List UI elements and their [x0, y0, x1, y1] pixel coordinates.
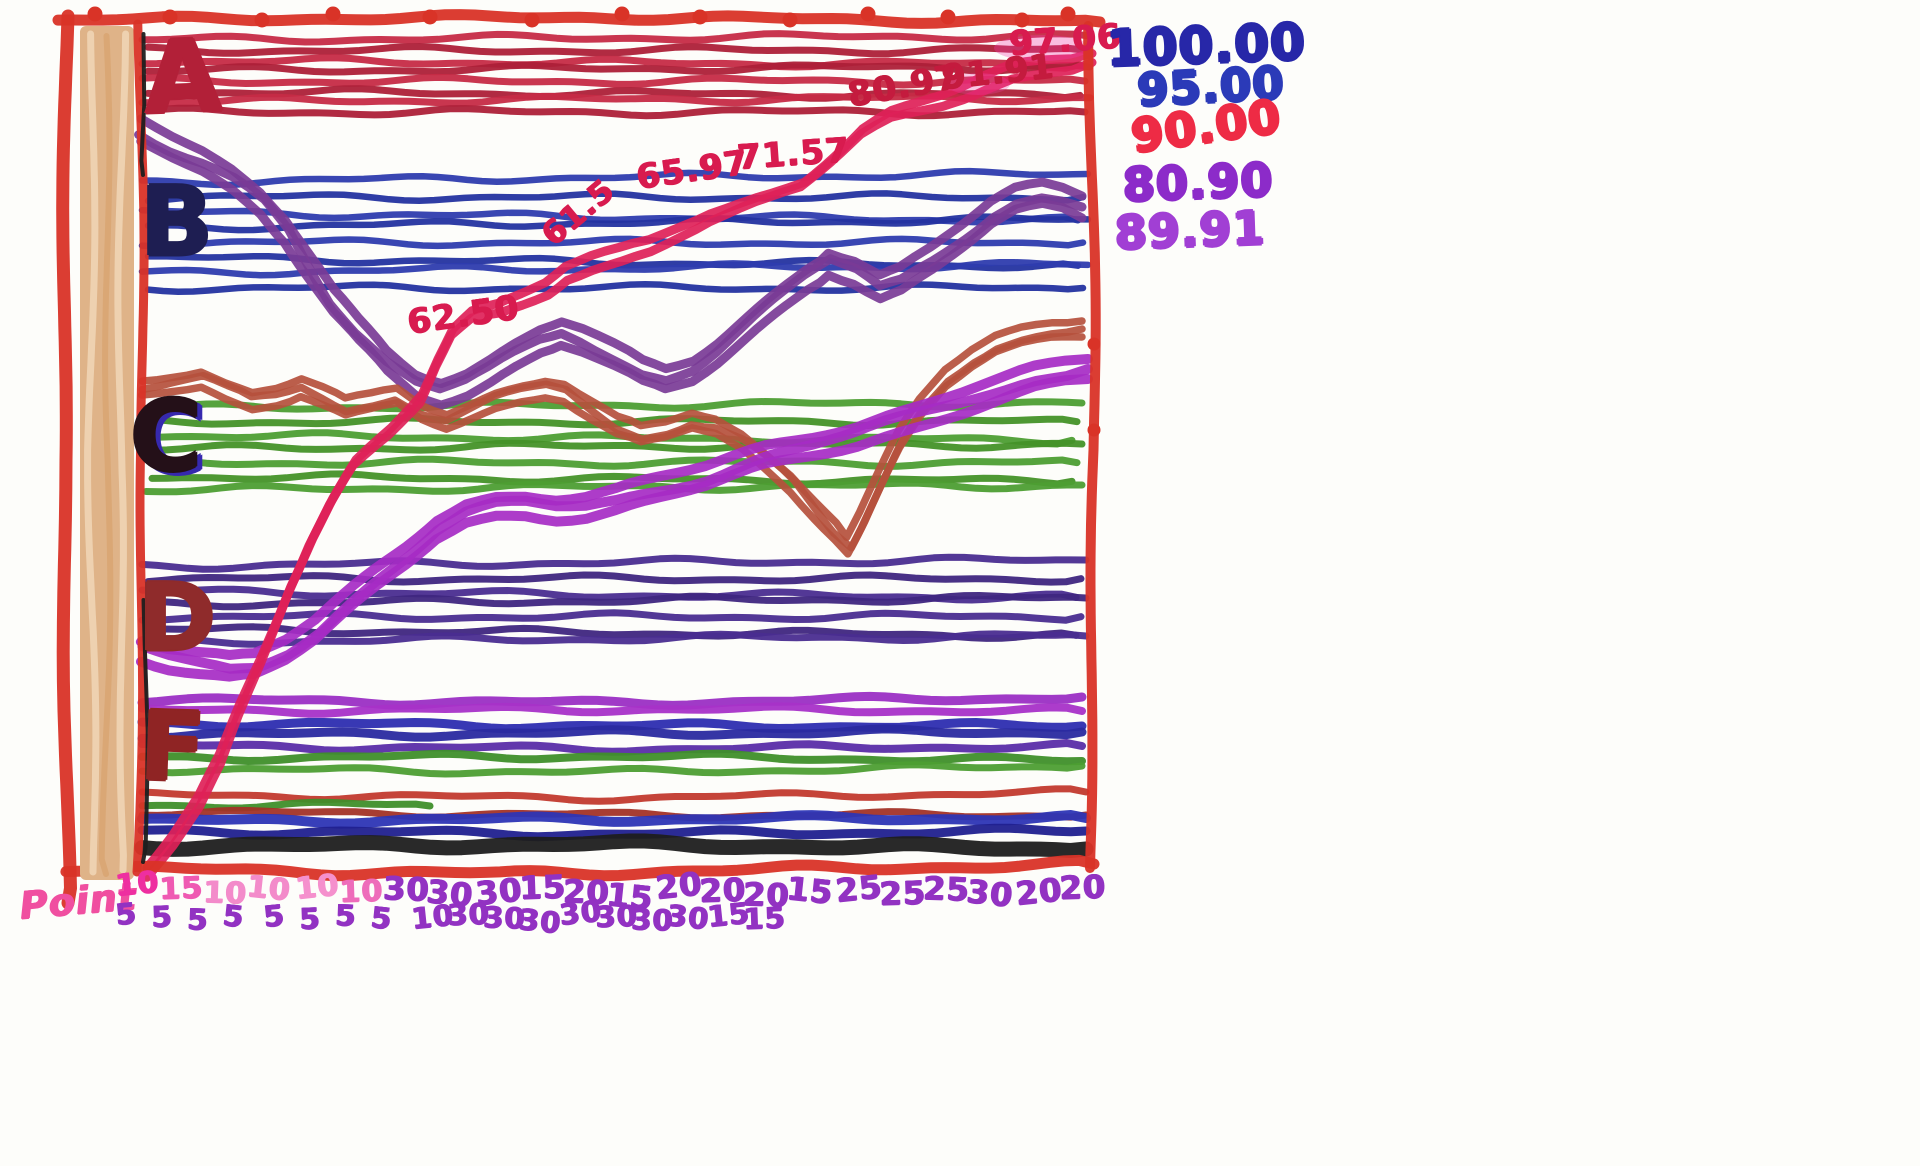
- series-D-indigo-band: [144, 571, 1085, 586]
- pink-highlight: [946, 73, 1010, 95]
- violet-rising-line: [136, 374, 1093, 682]
- bar-streak: [114, 30, 130, 874]
- orange-wavy-line: [138, 333, 1086, 558]
- purple-wavy-line: [136, 136, 1087, 410]
- bottom-stripes: [137, 810, 1091, 829]
- series-A-red-band: [144, 104, 1089, 120]
- bar-black-edge: [139, 32, 147, 177]
- frame-top-dot: [692, 9, 708, 25]
- series-A-red-band: [138, 54, 1084, 72]
- bar-streak: [84, 30, 100, 876]
- bottom-stripes: [134, 833, 1094, 858]
- frame-right-dot: [1087, 337, 1101, 351]
- bottom-stripes: [137, 823, 1091, 842]
- frame-right-dot: [1087, 423, 1101, 437]
- frame-left-outer: [56, 9, 77, 910]
- frame-top-dot: [422, 9, 438, 25]
- purple-wavy-line: [134, 130, 1087, 394]
- pink-highlight: [994, 35, 1090, 61]
- series-C-green-band: [142, 455, 1081, 470]
- series-D-indigo-band: [138, 553, 1090, 573]
- series-B-blue-band: [138, 167, 1092, 189]
- frame-right: [1083, 21, 1101, 873]
- series-F-mixed-band: [137, 691, 1087, 710]
- series-C-green-band: [148, 470, 1076, 488]
- frame-top-dot: [1014, 12, 1030, 28]
- series-F-mixed-band: [138, 749, 1086, 766]
- series-A-red-band: [144, 61, 1094, 76]
- frame-top-dot: [782, 12, 798, 28]
- series-D-indigo-band: [138, 609, 1085, 624]
- series-F-mixed-band: [137, 724, 1087, 743]
- frame-top-dot: [614, 6, 630, 22]
- series-B-blue-band: [144, 280, 1087, 295]
- series-A-red-band: [138, 73, 1089, 89]
- series-F-mixed-band: [138, 702, 1086, 718]
- series-A-red-band: [138, 30, 1094, 46]
- series-F-mixed-band: [138, 739, 1086, 756]
- frame-bottom: [60, 854, 1100, 882]
- series-F-mixed-band: [138, 761, 1086, 778]
- frame-top-dot: [162, 9, 178, 25]
- bottom-stripes: [138, 785, 1090, 805]
- series-D-indigo-band: [144, 592, 1090, 611]
- series-B-blue-band: [144, 213, 1092, 234]
- frame-top: [52, 9, 1106, 29]
- series-A-red-band: [144, 43, 1089, 58]
- bottom-stripes: [138, 798, 434, 812]
- frame-top-dot: [524, 12, 540, 28]
- frame-top-dot: [940, 9, 956, 25]
- orange-wavy-line: [138, 317, 1086, 542]
- purple-wavy-line: [136, 114, 1087, 388]
- frame-top-dot: [254, 12, 270, 28]
- pink-rising-line: [142, 58, 1097, 882]
- series-B-blue-band: [144, 190, 1087, 205]
- frame-top-dot: [1060, 6, 1076, 22]
- frame-top-dot: [860, 6, 876, 22]
- bottom-stripes: [138, 806, 1090, 822]
- series-C-green-band: [148, 439, 1086, 454]
- frame-top-dot: [325, 6, 341, 22]
- bar-black-edge: [141, 598, 150, 864]
- frame-top-dot: [87, 6, 103, 22]
- bar-streak: [98, 33, 114, 877]
- violet-rising-line: [135, 354, 1093, 660]
